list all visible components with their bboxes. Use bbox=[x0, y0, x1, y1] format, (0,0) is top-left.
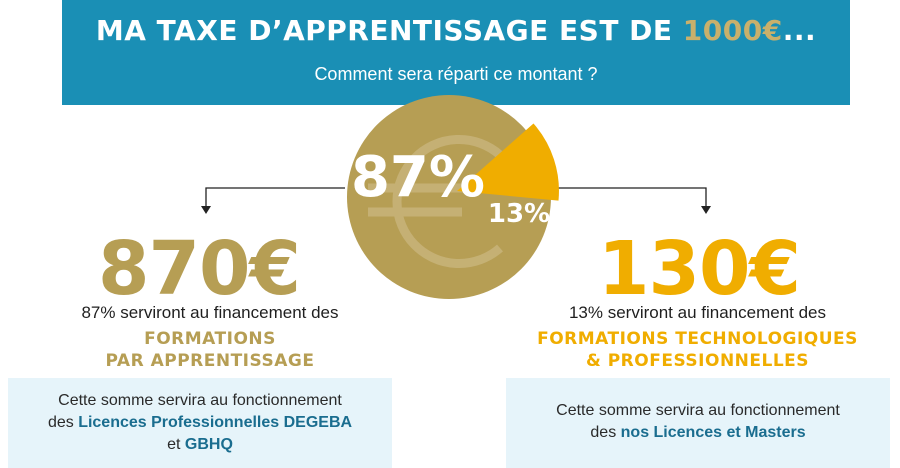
page-subtitle: Comment sera réparti ce montant ? bbox=[314, 64, 598, 84]
right-box-line2-prefix: des bbox=[590, 424, 621, 441]
right-description: 13% serviront au financement des bbox=[568, 303, 827, 322]
title-amount: 1000€ bbox=[682, 14, 783, 47]
right-category-line1: FORMATIONS TECHNOLOGIQUES bbox=[537, 329, 858, 349]
coin-slice-percent: 13% bbox=[488, 199, 550, 229]
left-box-line3-prefix: et bbox=[167, 436, 185, 453]
left-box-line3-bold: GBHQ bbox=[184, 436, 233, 453]
coin-slice bbox=[457, 123, 559, 201]
right-box-line2: des nos Licences et Masters bbox=[506, 422, 890, 444]
left-box-line1: Cette somme servira au fonctionnement bbox=[58, 392, 342, 409]
title-suffix: ... bbox=[782, 14, 817, 47]
left-description: 87% serviront au financement des bbox=[81, 303, 339, 322]
right-category-line2: & PROFESSIONNELLES bbox=[585, 351, 810, 371]
left-category: FORMATIONS PAR APPRENTISSAGE bbox=[20, 328, 400, 372]
left-box-line2-bold: Licences Professionnelles DEGEBA bbox=[78, 414, 353, 431]
right-category: FORMATIONS TECHNOLOGIQUES & PROFESSIONNE… bbox=[505, 328, 890, 372]
left-connector-arrow bbox=[201, 187, 345, 214]
left-box-line3: et GBHQ bbox=[8, 434, 392, 456]
right-info-box: Cette somme servira au fonctionnement de… bbox=[506, 378, 890, 468]
right-amount: 130€ bbox=[598, 226, 801, 312]
left-box-line2-prefix: des bbox=[47, 414, 79, 431]
coin-main-percent: 87% bbox=[351, 145, 485, 210]
page-title: MA TAXE D’APPRENTISSAGE EST DE 1000€... bbox=[62, 14, 850, 47]
left-box-line2: des Licences Professionnelles DEGEBA bbox=[8, 412, 392, 434]
left-amount: 870€ bbox=[98, 226, 301, 312]
header-banner: MA TAXE D’APPRENTISSAGE EST DE 1000€... … bbox=[62, 0, 850, 105]
left-category-line2: PAR APPRENTISSAGE bbox=[105, 351, 315, 371]
right-box-line2-bold: nos Licences et Masters bbox=[620, 424, 806, 441]
right-connector-arrow bbox=[552, 187, 711, 214]
left-category-line1: FORMATIONS bbox=[144, 329, 276, 349]
euro-watermark-icon bbox=[368, 135, 503, 268]
left-info-box: Cette somme servira au fonctionnement de… bbox=[8, 378, 392, 468]
title-prefix: MA TAXE D’APPRENTISSAGE EST DE bbox=[95, 14, 683, 47]
right-box-line1: Cette somme servira au fonctionnement bbox=[556, 402, 840, 419]
